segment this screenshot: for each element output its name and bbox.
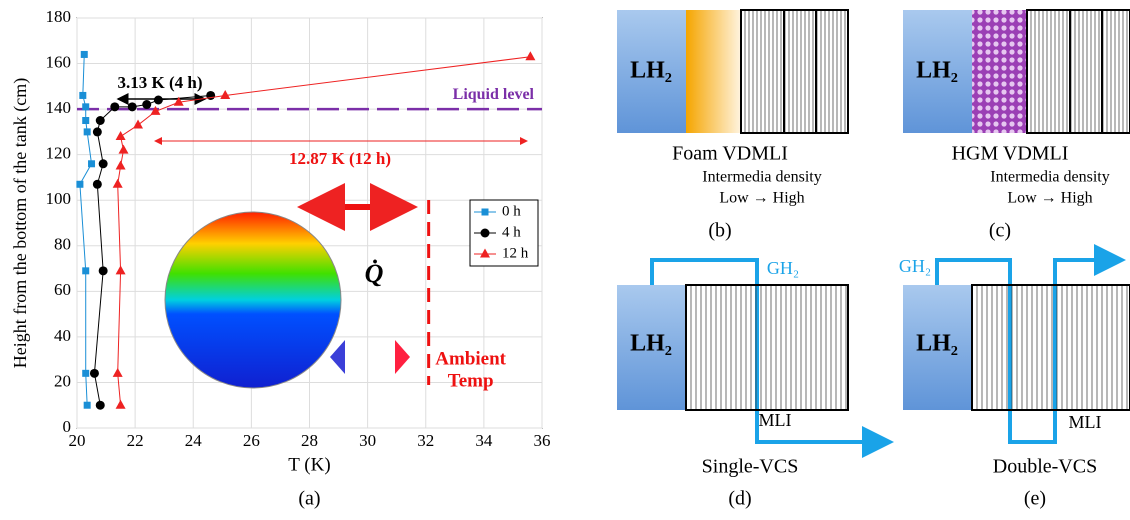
panel-caption: (d)	[728, 488, 751, 510]
data-point	[96, 401, 105, 410]
data-point	[93, 127, 102, 136]
panel-subtext: Intermedia density	[702, 169, 822, 186]
y-tick-label: 140	[46, 98, 72, 117]
data-point	[82, 267, 89, 274]
lh2-label: LH₂	[630, 58, 672, 84]
y-tick-label: 20	[54, 371, 71, 390]
x-tick-label: 28	[301, 431, 318, 450]
data-point	[88, 160, 95, 167]
data-point	[99, 266, 108, 275]
data-point	[76, 181, 83, 188]
y-tick-label: 80	[54, 235, 71, 254]
panel-name: HGM VDMLI	[952, 143, 1069, 165]
data-point	[81, 51, 88, 58]
x-tick-label: 22	[127, 431, 144, 450]
mli-label: MLI	[759, 410, 792, 430]
legend-label: 12 h	[502, 245, 529, 261]
annotation: 12.87 K (12 h)	[289, 149, 391, 168]
y-tick-label: 40	[54, 326, 71, 345]
data-point	[84, 402, 91, 409]
lh2-label: LH₂	[630, 331, 672, 357]
panel-subtext: Low → High	[719, 190, 804, 207]
data-point	[84, 128, 91, 135]
chart-a: Q̇ 3.13 K (4 h) 12.87 K (12 h) 20 22 24 26 2…	[10, 7, 550, 510]
panel-caption: (e)	[1024, 488, 1046, 510]
x-tick-label: 32	[417, 431, 434, 450]
data-point	[142, 100, 151, 109]
x-tick-label: 34	[475, 431, 493, 450]
mli-block	[972, 285, 1130, 410]
data-point	[96, 116, 105, 125]
legend-marker	[482, 209, 489, 216]
x-tick-label: 24	[185, 431, 203, 450]
annotation: 3.13 K (4 h)	[118, 73, 203, 92]
data-point	[82, 370, 89, 377]
x-axis-label: T (K)	[288, 454, 330, 475]
data-point	[93, 180, 102, 189]
panel-name: Single-VCS	[702, 456, 799, 478]
panel-name: Double-VCS	[993, 456, 1097, 478]
tank-contour	[165, 212, 341, 388]
y-tick-label: 180	[46, 7, 72, 26]
diagrams: LH₂ Foam VDMLI (b) Intermedia density Low → …	[617, 10, 1130, 510]
y-tick-label: 160	[46, 52, 72, 71]
foam	[686, 10, 741, 133]
caption: (a)	[298, 488, 320, 510]
mli-block	[1027, 10, 1130, 133]
reference-label: Ambient	[435, 348, 506, 369]
legend-marker	[481, 229, 490, 238]
reference-label: Temp	[448, 370, 494, 391]
data-point	[110, 102, 119, 111]
data-point	[99, 159, 108, 168]
legend-label: 4 h	[502, 224, 521, 240]
panel-subtext: Intermedia density	[990, 169, 1110, 186]
data-point	[206, 91, 215, 100]
lh2-label: LH₂	[916, 58, 958, 84]
mli-label: MLI	[1069, 412, 1102, 432]
data-point	[82, 117, 89, 124]
x-tick-label: 26	[243, 431, 260, 450]
lh2-label: LH₂	[916, 331, 958, 357]
data-point	[90, 369, 99, 378]
mli-block	[686, 285, 848, 410]
y-axis-label: Height from the bottom of the tank (cm)	[10, 78, 31, 368]
data-point	[128, 102, 137, 111]
panel-caption: (c)	[989, 220, 1011, 242]
y-tick-label: 0	[63, 417, 72, 436]
hgm	[972, 10, 1027, 133]
y-tick-label: 120	[46, 144, 72, 163]
panel-name: Foam VDMLI	[672, 143, 788, 165]
x-tick-label: 20	[69, 431, 86, 450]
data-point	[154, 96, 163, 105]
data-point	[82, 103, 89, 110]
gas-label: GH₂	[899, 256, 931, 276]
x-tick-label: 30	[359, 431, 376, 450]
y-tick-label: 100	[46, 189, 72, 208]
legend-label: 0 h	[502, 203, 521, 219]
x-tick-label: 36	[534, 431, 551, 450]
figure: Q̇ 3.13 K (4 h) 12.87 K (12 h) 20 22 24 26 2…	[0, 0, 1130, 515]
q-dot: Q̇	[365, 259, 384, 288]
y-tick-label: 60	[54, 280, 71, 299]
reference-label: Liquid level	[453, 86, 535, 103]
gas-label: GH₂	[767, 258, 799, 278]
data-point	[79, 92, 86, 99]
panel-subtext: Low → High	[1007, 190, 1092, 207]
panel-caption: (b)	[708, 220, 731, 242]
